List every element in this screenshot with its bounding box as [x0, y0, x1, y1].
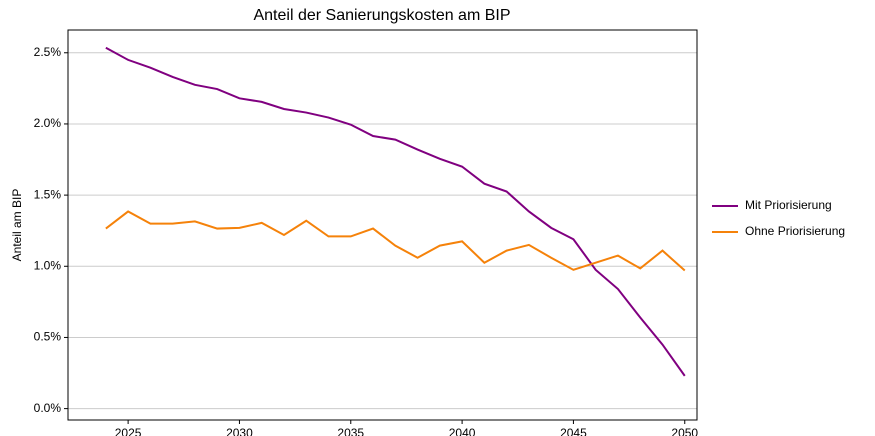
x-tick-label: 2050 [671, 426, 698, 436]
y-tick-label: 0.0% [34, 401, 62, 415]
line-series [105, 210, 686, 272]
line-series [105, 46, 686, 377]
x-tick-label: 2030 [226, 426, 253, 436]
plot-frame [67, 29, 698, 421]
legend-label: Ohne Priorisierung [745, 224, 845, 238]
legend-label: Mit Priorisierung [745, 198, 832, 212]
y-tick-label: 0.5% [34, 330, 62, 344]
y-tick-label: 1.5% [34, 187, 62, 201]
chart-title: Anteil der Sanierungskosten am BIP [253, 7, 510, 24]
y-tick-label: 2.0% [34, 116, 62, 130]
x-tick-label: 2035 [337, 426, 364, 436]
x-tick-label: 2040 [449, 426, 476, 436]
y-tick-label: 1.0% [34, 258, 62, 272]
x-tick-label: 2025 [115, 426, 142, 436]
x-tick-label: 2045 [560, 426, 587, 436]
y-axis-label: Anteil am BIP [10, 189, 24, 262]
y-tick-label: 2.5% [34, 45, 62, 59]
